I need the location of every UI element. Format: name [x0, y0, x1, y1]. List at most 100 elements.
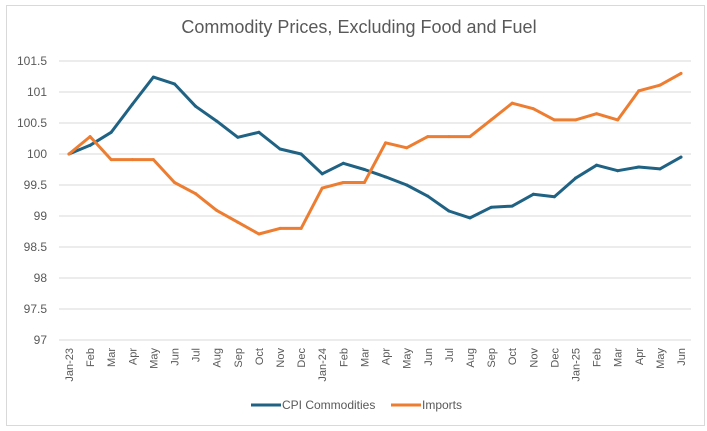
y-tick-label: 97	[34, 333, 48, 347]
data-point	[658, 83, 662, 87]
x-tick-label: May	[148, 348, 160, 369]
data-point	[194, 104, 198, 108]
data-point	[341, 181, 345, 185]
y-tick-label: 99.5	[24, 178, 48, 192]
x-tick-label: Oct	[507, 348, 519, 365]
data-point	[679, 155, 683, 159]
data-point	[531, 192, 535, 196]
x-tick-label: Jun	[423, 348, 435, 366]
data-point	[595, 112, 599, 116]
legend-item-imports[interactable]: Imports	[391, 398, 462, 412]
x-tick-label: Jan-23	[64, 348, 76, 382]
y-tick-label: 98	[34, 271, 48, 285]
data-point	[468, 135, 472, 139]
legend-item-cpi-commodities[interactable]: CPI Commodities	[251, 398, 375, 412]
data-point	[341, 161, 345, 165]
data-point	[151, 158, 155, 162]
x-tick-label: Mar	[613, 348, 625, 367]
x-tick-label: Oct	[254, 348, 266, 365]
data-point	[510, 101, 514, 105]
x-tick-label: May	[402, 348, 414, 369]
data-point	[194, 192, 198, 196]
y-tick-label: 100.5	[17, 116, 47, 130]
data-point	[362, 181, 366, 185]
x-tick-label: Nov	[528, 348, 540, 368]
x-tick-label: Sep	[233, 348, 245, 368]
data-point	[447, 209, 451, 213]
data-point	[405, 146, 409, 150]
data-point	[595, 163, 599, 167]
x-tick-label: Apr	[381, 348, 393, 365]
x-tick-label: Dec	[549, 348, 561, 368]
data-point	[173, 181, 177, 185]
x-tick-label: Jul	[444, 348, 456, 362]
data-point	[215, 119, 219, 123]
data-point	[573, 176, 577, 180]
series-line-cpi-commodities	[67, 75, 683, 220]
x-tick-label: Jan-25	[570, 348, 582, 382]
data-point	[362, 168, 366, 171]
data-point	[679, 71, 683, 75]
x-tick-label: Apr	[634, 348, 646, 365]
y-axis-tick-labels: 97 97.5 98 98.5 99 99.5 100 100.5 101 101.5	[17, 54, 47, 347]
data-point	[405, 183, 409, 187]
series-line-imports	[67, 71, 683, 236]
data-point	[67, 152, 71, 156]
data-point	[299, 226, 303, 230]
x-tick-label: Feb	[338, 348, 350, 367]
data-point	[510, 204, 514, 208]
data-point	[299, 152, 303, 156]
x-tick-label: Sep	[486, 348, 498, 368]
data-point	[637, 165, 641, 169]
data-point	[236, 135, 240, 139]
data-point	[130, 102, 134, 106]
x-tick-label: May	[655, 348, 667, 369]
data-point	[88, 135, 92, 139]
data-point	[278, 226, 282, 230]
data-point	[447, 135, 451, 139]
legend-label-imports: Imports	[422, 398, 462, 412]
data-point	[109, 130, 113, 134]
chart-title: Commodity Prices, Excluding Food and Fue…	[181, 17, 536, 37]
y-tick-label: 99	[34, 209, 48, 223]
series-lines	[67, 71, 683, 236]
data-point	[88, 143, 92, 147]
data-point	[257, 232, 261, 236]
data-point	[489, 118, 493, 122]
x-axis-tick-labels: Jan-23 Feb Mar Apr May Jun Jul Aug Sep Oct Nov Dec J…	[64, 348, 688, 382]
data-point	[489, 205, 493, 209]
x-tick-label: Feb	[592, 348, 604, 367]
y-tick-label: 98.5	[24, 240, 48, 254]
x-tick-label: Apr	[127, 348, 139, 365]
data-point	[573, 118, 577, 122]
legend-label-cpi-commodities: CPI Commodities	[282, 398, 375, 412]
data-point	[552, 195, 556, 199]
x-tick-label: Jan-24	[317, 348, 329, 382]
x-tick-label: Aug	[465, 348, 477, 368]
data-point	[616, 118, 620, 122]
x-tick-label: Jun	[676, 348, 688, 366]
y-tick-label: 97.5	[24, 302, 48, 316]
data-point	[384, 175, 388, 179]
data-point	[426, 135, 430, 139]
y-tick-label: 101.5	[17, 54, 47, 68]
data-point	[320, 186, 324, 190]
x-tick-label: Feb	[85, 348, 97, 367]
data-point	[531, 107, 535, 111]
data-point	[278, 147, 282, 151]
data-point	[215, 208, 219, 212]
x-tick-label: Aug	[212, 348, 224, 368]
data-point	[468, 216, 472, 220]
data-point	[151, 75, 155, 79]
data-point	[384, 141, 388, 145]
data-point	[173, 82, 177, 86]
legend: CPI Commodities Imports	[251, 398, 462, 412]
x-tick-label: Dec	[296, 348, 308, 368]
x-tick-label: Mar	[359, 348, 371, 367]
data-point	[637, 89, 641, 93]
x-tick-label: Nov	[275, 348, 287, 368]
data-point	[109, 158, 113, 162]
data-point	[658, 167, 662, 171]
data-point	[426, 194, 430, 198]
